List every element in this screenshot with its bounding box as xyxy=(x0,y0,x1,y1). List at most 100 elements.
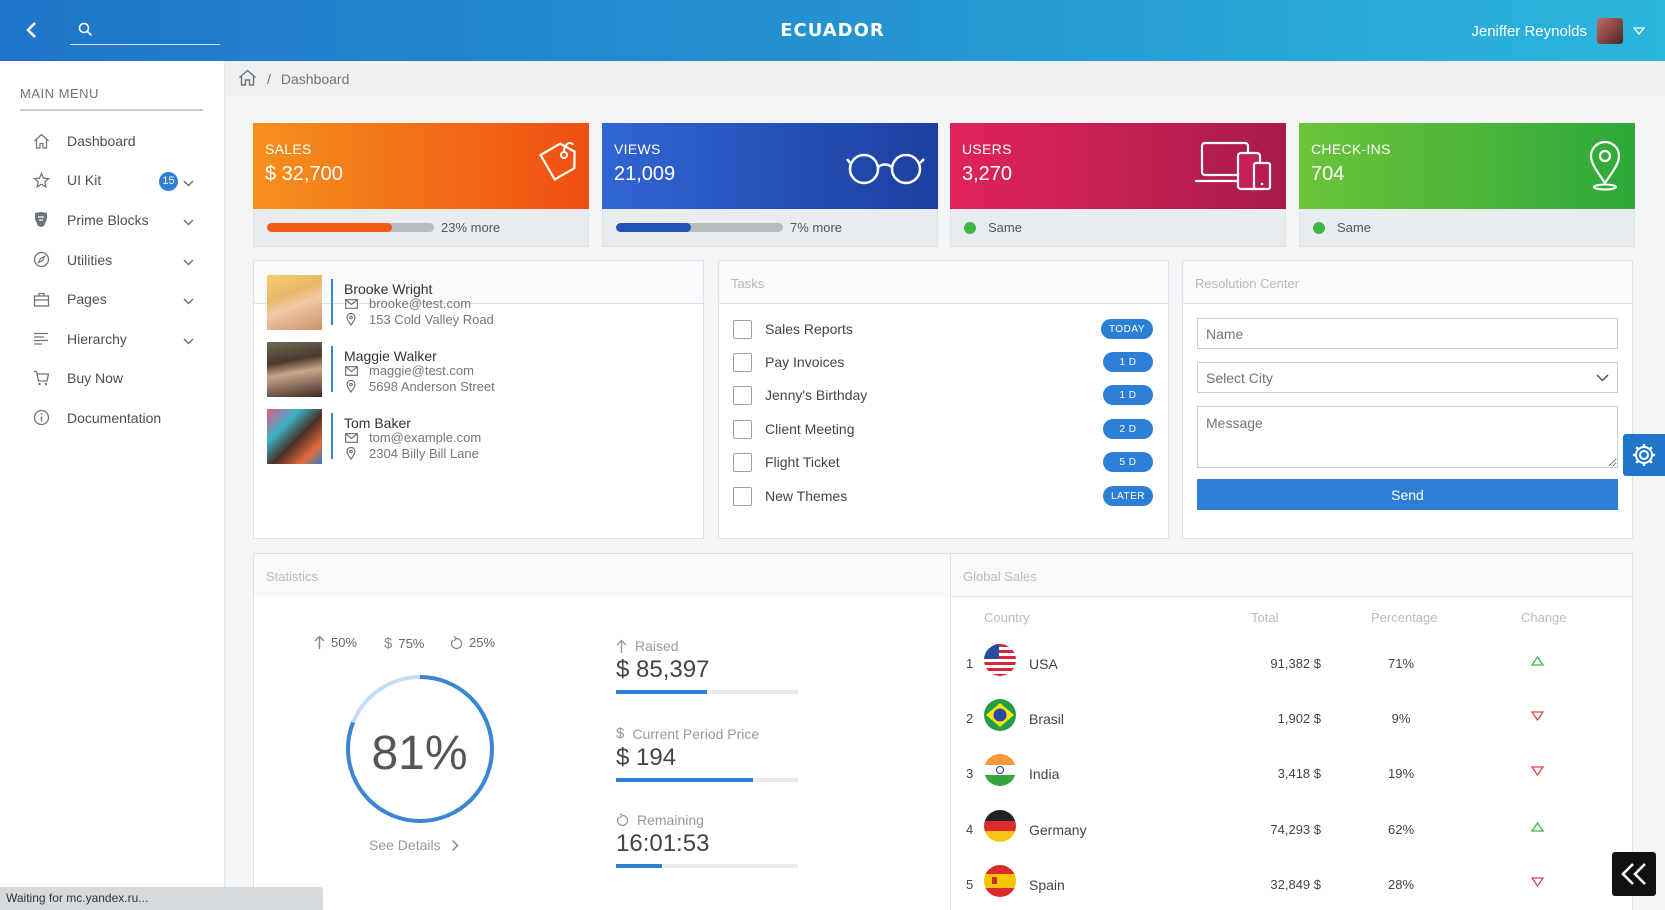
home-icon xyxy=(32,132,50,150)
brand-logo[interactable]: ECUADOR xyxy=(780,20,885,41)
arrow-up-icon xyxy=(616,639,627,653)
search-input[interactable] xyxy=(98,20,216,40)
sidebar-item-utilities[interactable]: Utilities xyxy=(0,240,224,280)
sidebar-item-pages[interactable]: Pages xyxy=(0,279,224,319)
dollar-icon: $ xyxy=(384,635,393,652)
task-checkbox[interactable] xyxy=(733,319,752,339)
avatar xyxy=(267,409,322,464)
sidebar-item-label: UI Kit xyxy=(67,172,102,189)
column-header-total[interactable]: Total xyxy=(1251,610,1279,625)
sales-total: 32,849 $ xyxy=(1270,877,1321,892)
task-checkbox[interactable] xyxy=(733,352,752,372)
task-checkbox[interactable] xyxy=(733,385,752,405)
main-content: SALES $ 32,700 23% more VIEWS 21,009 7% … xyxy=(226,96,1665,910)
arrow-up-icon xyxy=(314,635,325,649)
contact-address: 2304 Billy Bill Lane xyxy=(369,446,479,461)
kpi-progress-fill xyxy=(616,778,753,782)
table-row[interactable]: 4 Germany 74,293 $ 62% xyxy=(951,805,1641,855)
sales-percentage: 19% xyxy=(1387,766,1415,781)
contact-email[interactable]: maggie@test.com xyxy=(369,363,474,378)
contact-item[interactable]: Maggie Walker maggie@test.com 5698 Ander… xyxy=(267,342,687,398)
contact-name: Tom Baker xyxy=(344,415,411,431)
contact-email[interactable]: tom@example.com xyxy=(369,430,482,445)
country-name: USA xyxy=(1029,656,1058,672)
double-chevron-left-icon xyxy=(1621,863,1646,885)
sidebar-item-ui-kit[interactable]: UI Kit 15 xyxy=(0,161,224,201)
contact-item[interactable]: Brooke Wright brooke@test.com 153 Cold V… xyxy=(267,275,687,331)
chevron-down-icon xyxy=(183,213,194,229)
contact-item[interactable]: Tom Baker tom@example.com 2304 Billy Bil… xyxy=(267,409,687,465)
chevron-down-icon xyxy=(183,174,194,190)
task-checkbox[interactable] xyxy=(733,452,752,472)
row-rank: 4 xyxy=(966,822,974,837)
task-item: Client Meeting 2 D xyxy=(733,418,1153,440)
chevron-down-icon xyxy=(1596,373,1609,382)
sidebar-menu: Dashboard UI Kit 15 Prime Blocks Utiliti… xyxy=(0,121,224,438)
column-header-percentage[interactable]: Percentage xyxy=(1371,610,1438,625)
india-flag-icon xyxy=(984,754,1016,786)
table-row[interactable]: 5 Spain 32,849 $ 28% xyxy=(951,860,1641,910)
kpi-progress-fill xyxy=(616,690,707,694)
user-menu[interactable]: Jeniffer Reynolds xyxy=(1471,18,1645,44)
stat-card-footer: Same xyxy=(1299,209,1635,247)
see-details-link[interactable]: See Details xyxy=(369,837,459,853)
contact-address: 5698 Anderson Street xyxy=(369,379,495,394)
progress-bar xyxy=(267,223,434,232)
browser-status-bar: Waiting for mc.yandex.ru... xyxy=(0,887,323,910)
contact-email[interactable]: brooke@test.com xyxy=(369,296,472,311)
task-item: Pay Invoices 1 D xyxy=(733,351,1153,373)
triangle-down-icon xyxy=(1530,709,1545,724)
table-row[interactable]: 3 India 3,418 $ 19% xyxy=(951,749,1641,799)
envelope-icon xyxy=(344,298,358,309)
sidebar-item-documentation[interactable]: Documentation xyxy=(0,398,224,438)
sidebar-item-dashboard[interactable]: Dashboard xyxy=(0,121,224,161)
sidebar-item-buy-now[interactable]: Buy Now xyxy=(0,359,224,399)
stat-card-footer: Same xyxy=(950,209,1286,247)
stat-mini-dollar: $ 75% xyxy=(384,635,424,652)
mini-value: 75% xyxy=(398,636,425,651)
statistics-panel: Statistics 50% $ 75% 25% 81% See Details… xyxy=(253,553,963,910)
row-rank: 1 xyxy=(966,656,974,671)
stat-card-header: USERS 3,270 xyxy=(950,123,1286,209)
stat-footer-text: 7% more xyxy=(790,220,843,235)
name-field[interactable] xyxy=(1197,318,1618,349)
row-rank: 5 xyxy=(966,877,974,892)
stat-card-views: VIEWS 21,009 7% more xyxy=(602,123,938,247)
column-header-country[interactable]: Country xyxy=(984,610,1030,625)
sidebar-item-prime-blocks[interactable]: Prime Blocks xyxy=(0,200,224,240)
scroll-top-button[interactable] xyxy=(1612,852,1656,896)
task-label: Flight Ticket xyxy=(765,454,840,470)
contact-divider xyxy=(331,346,333,392)
table-row[interactable]: 2 Brasil 1,902 $ 9% xyxy=(951,694,1641,744)
back-button[interactable] xyxy=(18,16,44,44)
task-due-badge: 2 D xyxy=(1103,419,1153,439)
stat-card-sales: SALES $ 32,700 23% more xyxy=(253,123,589,247)
send-button[interactable]: Send xyxy=(1197,479,1618,510)
kpi-label: Raised xyxy=(635,638,679,654)
gear-icon xyxy=(1633,444,1655,466)
task-item: Sales Reports TODAY xyxy=(733,318,1153,340)
settings-button[interactable] xyxy=(1623,434,1665,476)
stat-label: USERS xyxy=(962,141,1012,157)
star-icon xyxy=(32,171,50,189)
kpi-label-row: Raised xyxy=(616,638,798,654)
sales-total: 3,418 $ xyxy=(1277,766,1321,781)
sales-percentage: 28% xyxy=(1387,877,1415,892)
task-checkbox[interactable] xyxy=(733,419,752,439)
country-name: India xyxy=(1029,766,1060,782)
task-item: Jenny's Birthday 1 D xyxy=(733,384,1153,406)
city-select[interactable]: Select City xyxy=(1197,362,1618,393)
sidebar-item-label: Hierarchy xyxy=(67,330,127,347)
task-label: Sales Reports xyxy=(765,321,853,337)
map-pin-icon xyxy=(344,447,358,460)
column-header-change[interactable]: Change xyxy=(1521,610,1567,625)
task-checkbox[interactable] xyxy=(733,486,752,506)
message-field[interactable] xyxy=(1197,406,1618,468)
task-item: Flight Ticket 5 D xyxy=(733,451,1153,473)
chevron-down-icon xyxy=(183,292,194,308)
sidebar-item-hierarchy[interactable]: Hierarchy xyxy=(0,319,224,359)
table-row[interactable]: 1 USA 91,382 $ 71% xyxy=(951,639,1641,689)
home-icon[interactable] xyxy=(238,69,257,89)
task-label: New Themes xyxy=(765,488,848,504)
kpi-progress-fill xyxy=(616,864,662,868)
